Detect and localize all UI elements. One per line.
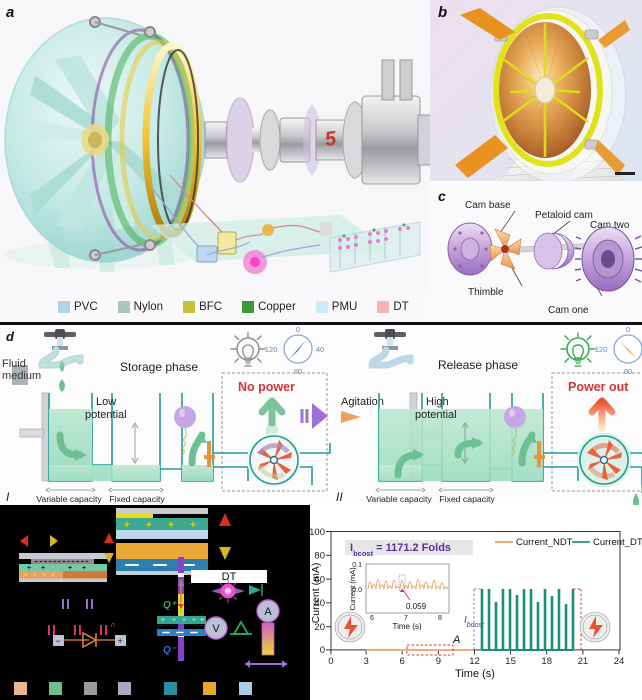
svg-text:+: +	[41, 565, 45, 572]
svg-text:80: 80	[294, 367, 302, 376]
svg-text:7: 7	[404, 615, 408, 622]
svg-text:A: A	[264, 606, 272, 618]
svg-text:Power out: Power out	[568, 380, 629, 394]
svg-text:+: +	[124, 520, 130, 531]
svg-text:−: −	[56, 636, 61, 646]
svg-text:Cam one: Cam one	[548, 305, 589, 316]
svg-text:Fixed capacity: Fixed capacity	[109, 494, 165, 504]
svg-text:+: +	[33, 572, 37, 579]
svg-text:II: II	[336, 490, 343, 504]
svg-text:100: 100	[310, 527, 325, 538]
svg-text:Variable capacity: Variable capacity	[36, 494, 102, 504]
svg-text:3: 3	[364, 656, 369, 667]
svg-text:Cam base: Cam base	[465, 200, 511, 211]
svg-text:80: 80	[314, 551, 325, 562]
svg-text:I: I	[6, 490, 10, 504]
svg-text:Variable capacity: Variable capacity	[366, 494, 432, 504]
svg-text:d: d	[6, 329, 15, 344]
svg-text:0: 0	[320, 645, 325, 656]
svg-text:Current_DT: Current_DT	[593, 537, 642, 548]
svg-text:8: 8	[438, 615, 442, 622]
svg-text:Thimble: Thimble	[468, 287, 504, 298]
svg-text:Q⁺: Q⁺	[163, 600, 178, 611]
svg-text:40: 40	[316, 345, 324, 354]
svg-text:+: +	[68, 565, 72, 572]
svg-text:Current (mA): Current (mA)	[348, 567, 357, 611]
svg-text:DT: DT	[222, 571, 237, 583]
svg-text:No power: No power	[238, 380, 295, 394]
svg-text:21: 21	[578, 656, 589, 667]
svg-text:+: +	[146, 520, 152, 531]
svg-text:Current_NDT: Current_NDT	[516, 537, 573, 548]
svg-text:+: +	[192, 617, 196, 624]
svg-text:Petaloid cam: Petaloid cam	[535, 210, 593, 221]
svg-text:+: +	[161, 617, 165, 624]
svg-text:Current (mA): Current (mA)	[310, 563, 322, 624]
svg-text:+: +	[82, 565, 86, 572]
svg-text:+: +	[182, 617, 186, 624]
svg-text:12: 12	[469, 656, 480, 667]
svg-text:15: 15	[505, 656, 516, 667]
svg-text:Fluid: Fluid	[2, 358, 26, 370]
svg-text:0.059: 0.059	[406, 602, 427, 611]
svg-text:+: +	[200, 617, 204, 624]
svg-text:+: +	[27, 565, 31, 572]
svg-text:0: 0	[296, 325, 300, 334]
svg-text:Time (s): Time (s)	[392, 622, 421, 631]
svg-text:potential: potential	[85, 409, 127, 421]
svg-text:9: 9	[436, 656, 441, 667]
svg-text:+: +	[51, 572, 55, 579]
svg-text:c: c	[438, 188, 446, 204]
svg-text:+: +	[42, 572, 46, 579]
svg-text:Agitation: Agitation	[341, 396, 384, 408]
svg-text:24: 24	[614, 656, 625, 667]
svg-text:120: 120	[265, 345, 278, 354]
svg-text:6: 6	[370, 615, 374, 622]
svg-text:6: 6	[399, 656, 404, 667]
svg-text:+: +	[24, 572, 28, 579]
svg-text:+: +	[118, 636, 123, 646]
svg-text:80: 80	[624, 367, 632, 376]
svg-text:Fixed capacity: Fixed capacity	[439, 494, 495, 504]
svg-text:Q⁻: Q⁻	[163, 645, 178, 656]
svg-text:V: V	[212, 623, 220, 635]
svg-text:+: +	[190, 520, 196, 531]
svg-text:n: n	[111, 622, 115, 629]
svg-text:+: +	[179, 609, 183, 616]
svg-text:Time (s): Time (s)	[455, 668, 495, 680]
svg-text:18: 18	[541, 656, 552, 667]
svg-text:potential: potential	[415, 409, 457, 421]
svg-text:medium: medium	[2, 370, 41, 382]
svg-text:+: +	[168, 520, 174, 531]
svg-text:High: High	[426, 396, 449, 408]
svg-text:120: 120	[595, 345, 608, 354]
svg-text:A: A	[452, 634, 460, 646]
svg-text:+: +	[172, 617, 176, 624]
svg-text:0: 0	[328, 656, 333, 667]
svg-text:0: 0	[626, 325, 630, 334]
svg-text:Low: Low	[96, 396, 116, 408]
